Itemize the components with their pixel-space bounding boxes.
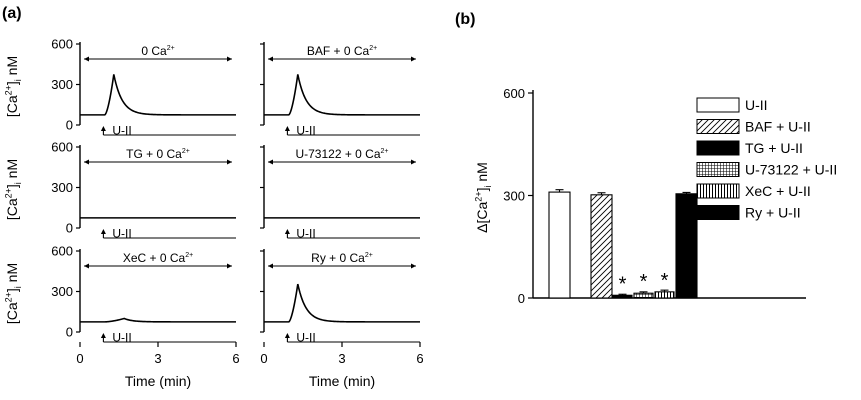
legend-swatch	[696, 140, 740, 156]
trace-panel: U-73122 + 0 Ca2+ U-II	[260, 145, 420, 241]
legend-label: U-73122 + U-II	[745, 162, 837, 178]
significance-marker: *	[661, 270, 669, 292]
condition-label: TG + 0 Ca2+	[126, 147, 190, 161]
arrow-up-icon	[284, 126, 290, 131]
legend-swatch	[696, 97, 740, 113]
y-tick-label: 600	[51, 140, 73, 155]
y-tick-label: 300	[51, 284, 73, 299]
panel-b-bar-chart: 0 300 600 Δ[Ca2+]i nM * * * U-II BAF + U-II TG + …	[473, 86, 837, 306]
significance-marker: *	[619, 273, 627, 295]
panel-b-label: (b)	[455, 11, 475, 28]
arrow-right-icon	[411, 263, 416, 269]
arrow-up-icon	[284, 229, 290, 234]
trace-panel: 0 300 600 XeC + 0 Ca2+ U-II 0 3 6 Time (min) [Ca2…	[3, 244, 239, 390]
y-tick-label: 0	[66, 221, 73, 236]
arrow-up-icon	[284, 333, 290, 338]
stimulus-label: U-II	[112, 124, 131, 138]
bar	[654, 291, 675, 299]
y-tick-label: 0	[518, 291, 525, 306]
x-tick-label: 0	[76, 351, 83, 366]
arrow-up-icon	[100, 229, 106, 234]
condition-label: XeC + 0 Ca2+	[123, 251, 193, 265]
x-axis-label: Time (min)	[125, 373, 191, 389]
condition-label: 0 Ca2+	[141, 44, 174, 58]
arrow-left-icon	[268, 56, 273, 62]
calcium-trace-line	[264, 283, 421, 323]
calcium-trace-line	[264, 74, 421, 116]
stimulus-label: U-II	[112, 331, 131, 345]
y-axis-label: [Ca2+]i nM	[3, 56, 23, 117]
y-tick-label: 300	[51, 77, 73, 92]
arrow-left-icon	[84, 159, 89, 165]
x-tick-label: 6	[416, 351, 423, 366]
condition-label: U-73122 + 0 Ca2+	[295, 147, 388, 161]
significance-marker: *	[640, 271, 648, 293]
x-tick-label: 0	[260, 351, 267, 366]
calcium-trace-line	[80, 74, 237, 116]
x-tick-label: 6	[232, 351, 239, 366]
legend-swatch	[696, 162, 740, 177]
y-tick-label: 0	[66, 325, 73, 340]
arrow-left-icon	[84, 56, 89, 62]
legend-swatch	[696, 119, 740, 134]
x-axis-label: Time (min)	[309, 373, 375, 389]
arrow-right-icon	[411, 159, 416, 165]
legend-swatch	[696, 205, 740, 220]
calcium-trace-line	[80, 317, 236, 323]
arrow-up-icon	[100, 333, 106, 338]
arrow-left-icon	[84, 263, 89, 269]
stimulus-label: U-II	[296, 227, 315, 241]
legend-label: XeC + U-II	[745, 183, 811, 199]
condition-label: BAF + 0 Ca2+	[307, 44, 377, 58]
legend-label: BAF + U-II	[745, 119, 811, 135]
legend-label: U-II	[745, 97, 768, 113]
bar	[548, 191, 571, 299]
legend-label: TG + U-II	[745, 140, 803, 156]
arrow-right-icon	[411, 56, 416, 62]
legend-swatch	[696, 183, 740, 199]
y-axis-label: [Ca2+]i nM	[3, 159, 23, 220]
y-tick-label: 300	[503, 189, 525, 204]
y-axis-label: [Ca2+]i nM	[3, 263, 23, 324]
y-tick-label: 600	[51, 37, 73, 52]
trace-panel: Ry + 0 Ca2+ U-II 0 3 6 Time (min)	[260, 249, 424, 389]
arrow-right-icon	[227, 263, 232, 269]
bar	[590, 194, 613, 299]
y-tick-label: 300	[51, 180, 73, 195]
y-tick-label: 600	[51, 244, 73, 259]
stimulus-label: U-II	[296, 331, 315, 345]
bar	[633, 292, 654, 299]
arrow-right-icon	[227, 159, 232, 165]
bar	[675, 193, 698, 299]
condition-label: Ry + 0 Ca2+	[311, 251, 373, 265]
trace-panel: 0 300 600 TG + 0 Ca2+ U-II [Ca2+]i nM	[3, 140, 236, 241]
trace-panel: 0 300 600 0 Ca2+ U-II [Ca2+]i nM	[3, 37, 237, 138]
legend-label: Ry + U-II	[745, 205, 801, 221]
y-axis-label: Δ[Ca2+]i nM	[473, 162, 493, 233]
panel-a-label: (a)	[2, 5, 22, 22]
arrow-up-icon	[100, 126, 106, 131]
stimulus-label: U-II	[296, 124, 315, 138]
arrow-left-icon	[268, 159, 273, 165]
y-tick-label: 0	[66, 118, 73, 133]
x-tick-label: 3	[154, 351, 161, 366]
bar	[612, 294, 633, 299]
arrow-left-icon	[268, 263, 273, 269]
y-tick-label: 600	[503, 86, 525, 101]
trace-panel: BAF + 0 Ca2+ U-II	[260, 42, 421, 138]
x-tick-label: 3	[338, 351, 345, 366]
stimulus-label: U-II	[112, 227, 131, 241]
arrow-right-icon	[227, 56, 232, 62]
